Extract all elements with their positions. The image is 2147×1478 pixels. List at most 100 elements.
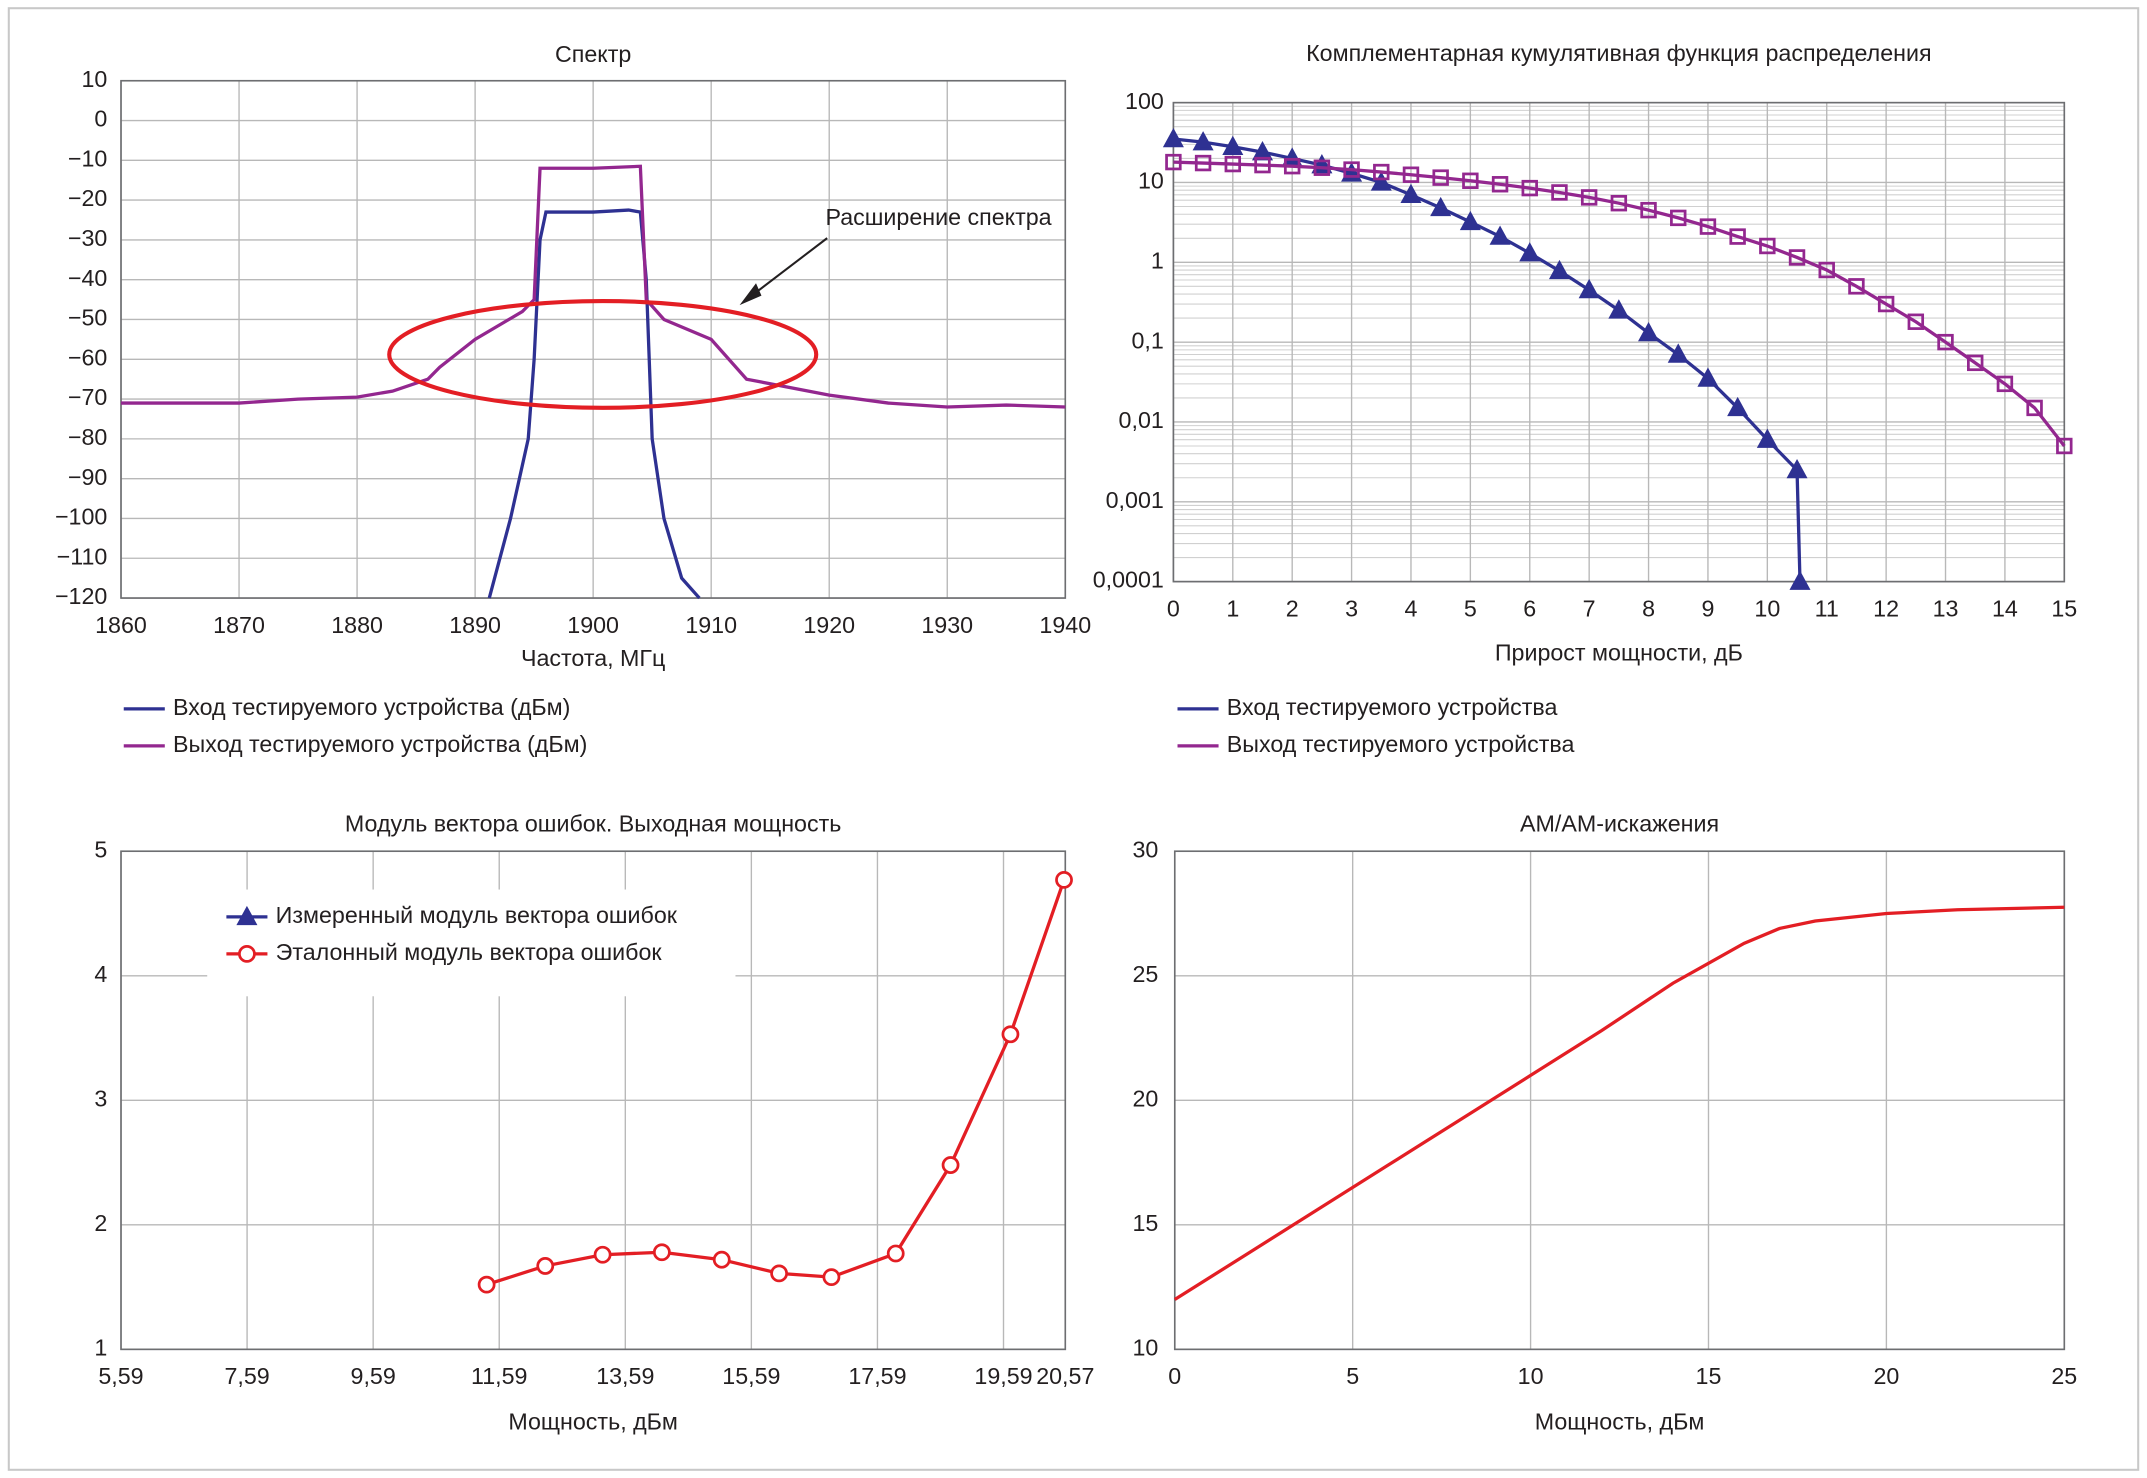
chart-title: Модуль вектора ошибок. Выходная мощность — [345, 810, 841, 836]
y-tick-label: −20 — [68, 185, 108, 211]
marker — [1491, 176, 1509, 193]
x-tick-label: 9 — [1701, 595, 1714, 621]
marker — [1729, 228, 1746, 245]
y-tick-label: 0,1 — [1131, 327, 1163, 353]
marker — [1786, 458, 1808, 479]
x-tick-label: 19,59 — [974, 1363, 1032, 1389]
y-tick-label: 20 — [1132, 1085, 1158, 1111]
marker — [1756, 428, 1778, 448]
y-tick-label: 25 — [1132, 961, 1158, 987]
legend-label: Измеренный модуль вектора ошибок — [276, 902, 678, 928]
x-tick-label: 5 — [1464, 595, 1477, 621]
marker — [1580, 189, 1598, 206]
x-tick-label: 3 — [1345, 595, 1358, 621]
y-tick-label: 0,001 — [1106, 487, 1164, 513]
marker — [1551, 184, 1568, 201]
marker — [822, 1268, 841, 1287]
marker — [236, 905, 258, 926]
marker — [1402, 166, 1420, 183]
marker — [1967, 354, 1984, 372]
x-tick-label: 7,59 — [224, 1363, 269, 1389]
legend-label: Вход тестируемого устройства — [1227, 694, 1558, 720]
marker — [1937, 333, 1954, 351]
arrow-head — [739, 283, 762, 306]
y-tick-label: −100 — [55, 504, 107, 530]
series-line — [487, 208, 701, 600]
x-tick-label: 5 — [1346, 1363, 1359, 1389]
y-tick-label: −50 — [68, 305, 108, 331]
marker — [536, 1257, 555, 1275]
plot-frame — [1173, 850, 2066, 1351]
plot-frame — [1172, 101, 2066, 583]
y-tick-label: 2 — [94, 1210, 107, 1236]
marker — [886, 1244, 905, 1263]
y-tick-label: 15 — [1132, 1210, 1158, 1236]
legend-label: Выход тестируемого устройства — [1227, 731, 1575, 757]
marker — [1848, 278, 1865, 295]
x-tick-label: 13,59 — [596, 1363, 654, 1389]
x-tick-label: 1860 — [95, 612, 147, 638]
x-tick-label: 9,59 — [351, 1363, 396, 1389]
charts: −120−110−100−90−80−70−60−50−40−30−20−100… — [55, 40, 2077, 1435]
y-tick-label: 0,0001 — [1093, 567, 1164, 593]
y-tick-label: −40 — [68, 265, 108, 291]
y-tick-label: 0,01 — [1119, 407, 1164, 433]
marker — [1699, 218, 1717, 235]
marker — [1283, 157, 1301, 175]
x-axis-label: Прирост мощности, дБ — [1495, 639, 1743, 665]
x-tick-label: 7 — [1583, 595, 1596, 621]
x-tick-label: 8 — [1642, 595, 1655, 621]
annotation: Расширение спектра — [825, 204, 1051, 230]
plot-frame — [120, 850, 1067, 1351]
x-axis-label: Мощность, дБм — [508, 1408, 678, 1434]
x-tick-label: 10 — [1518, 1363, 1544, 1389]
x-tick-label: 1900 — [567, 612, 619, 638]
marker — [1789, 570, 1811, 590]
x-tick-label: 1920 — [803, 612, 855, 638]
marker — [1192, 131, 1214, 151]
marker — [1519, 242, 1541, 262]
marker — [652, 1243, 671, 1262]
y-tick-label: −30 — [68, 225, 108, 251]
x-tick-label: 12 — [1873, 595, 1899, 621]
y-tick-label: −80 — [68, 424, 108, 450]
marker — [1578, 278, 1600, 299]
marker — [2026, 399, 2043, 417]
marker — [1432, 169, 1449, 186]
marker — [1370, 171, 1392, 191]
marker — [1548, 259, 1570, 280]
legend-label: Эталонный модуль вектора ошибок — [276, 939, 663, 965]
y-tick-label: 1 — [94, 1334, 107, 1360]
marker — [1788, 249, 1806, 266]
x-tick-label: 1930 — [921, 612, 973, 638]
marker — [1640, 201, 1657, 219]
series-line — [1173, 905, 2065, 1301]
annotation-arrow — [745, 237, 828, 301]
x-tick-label: 1890 — [449, 612, 501, 638]
marker — [1610, 194, 1628, 212]
y-tick-label: 100 — [1125, 88, 1164, 114]
x-tick-label: 2 — [1286, 595, 1299, 621]
plot-frame — [120, 79, 1067, 599]
marker — [1670, 209, 1687, 227]
x-tick-label: 1910 — [685, 612, 737, 638]
x-tick-label: 1870 — [213, 612, 265, 638]
marker — [1462, 172, 1479, 189]
x-tick-label: 1940 — [1039, 612, 1091, 638]
y-tick-label: −70 — [68, 384, 108, 410]
y-tick-label: −110 — [57, 543, 108, 569]
marker — [1313, 159, 1331, 176]
marker — [1055, 870, 1073, 889]
x-tick-label: 17,59 — [848, 1363, 906, 1389]
marker — [1638, 321, 1660, 342]
marker — [1222, 135, 1244, 155]
x-tick-label: 6 — [1523, 595, 1536, 621]
marker — [1521, 179, 1538, 197]
y-tick-label: 30 — [1132, 836, 1158, 862]
x-tick-label: 15 — [2051, 595, 2077, 621]
x-tick-label: 5,59 — [98, 1363, 143, 1389]
marker — [1162, 127, 1184, 148]
marker — [1165, 153, 1182, 171]
series-line — [1173, 160, 2066, 448]
